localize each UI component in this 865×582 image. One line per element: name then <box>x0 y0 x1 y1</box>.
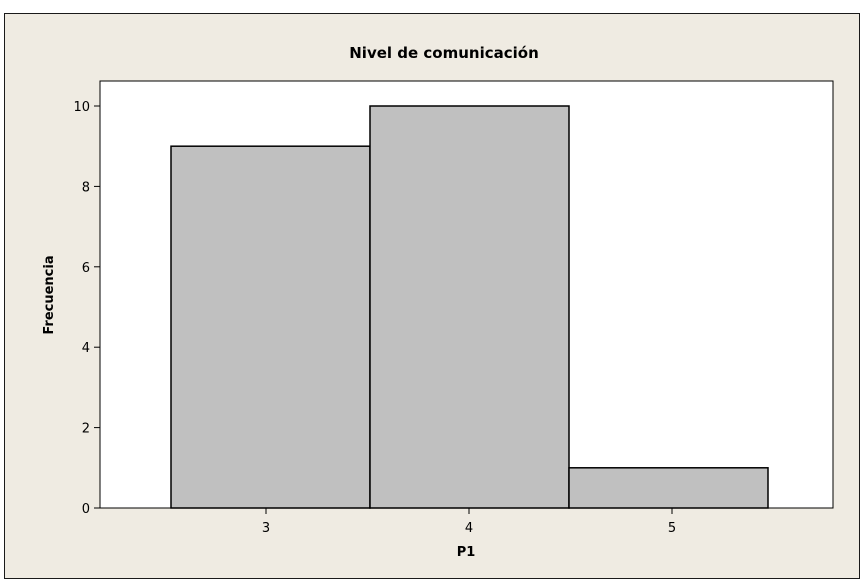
bar-4 <box>369 105 570 509</box>
bars-layer <box>170 105 769 509</box>
chart-title: Nivel de comunicación <box>349 44 539 62</box>
y-axis: 0 2 4 6 8 10 <box>73 100 100 517</box>
y-tick-label: 0 <box>82 502 90 517</box>
bar-3 <box>170 145 371 509</box>
y-tick-label: 2 <box>82 422 90 437</box>
x-axis-title: P1 <box>457 545 476 560</box>
y-tick-label: 4 <box>82 341 90 356</box>
x-axis: 3 4 5 <box>262 508 676 536</box>
y-axis-title: Frecuencia <box>42 255 57 334</box>
y-tick-label: 10 <box>73 100 90 115</box>
x-tick-label: 3 <box>262 521 270 536</box>
bar-5 <box>568 467 769 509</box>
x-tick-label: 5 <box>668 521 676 536</box>
x-tick-label: 4 <box>465 521 473 536</box>
y-tick-label: 8 <box>82 180 90 195</box>
chart-frame <box>4 13 860 579</box>
y-tick-label: 6 <box>82 261 90 276</box>
